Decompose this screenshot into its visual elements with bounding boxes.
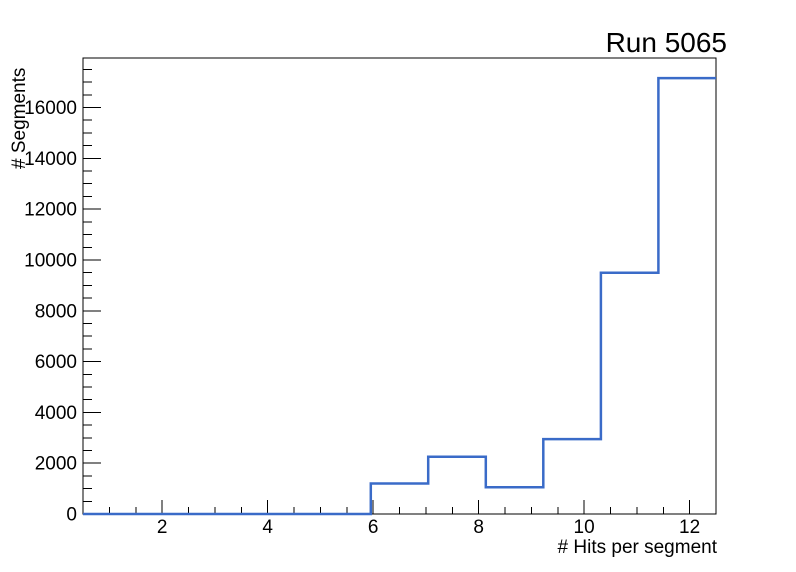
x-axis-tick-label: 6	[368, 517, 379, 538]
x-axis-tick-label: 10	[574, 517, 595, 538]
y-axis-tick-label: 0	[66, 505, 77, 526]
y-axis-tick-label: 4000	[35, 403, 77, 424]
histogram-step-line	[83, 76, 716, 516]
y-axis-tick-label: 8000	[35, 301, 77, 322]
y-axis-title: # Segments	[9, 67, 30, 169]
x-axis-tick-label: 8	[473, 517, 484, 538]
y-axis-tick-label: 6000	[35, 352, 77, 373]
y-axis-tick-label: 10000	[24, 250, 77, 271]
y-axis-tick-label: 14000	[24, 149, 77, 170]
x-axis-tick-label: 2	[157, 517, 168, 538]
y-axis-tick-label: 16000	[24, 98, 77, 119]
y-axis-tick-label: 2000	[35, 454, 77, 475]
y-axis-tick-label: 12000	[24, 200, 77, 221]
x-axis-tick-label: 12	[679, 517, 700, 538]
x-axis-title: # Hits per segment	[557, 537, 717, 558]
plot-frame	[82, 57, 717, 515]
chart-title: Run 5065	[605, 27, 727, 58]
x-axis-tick-label: 4	[262, 517, 273, 538]
